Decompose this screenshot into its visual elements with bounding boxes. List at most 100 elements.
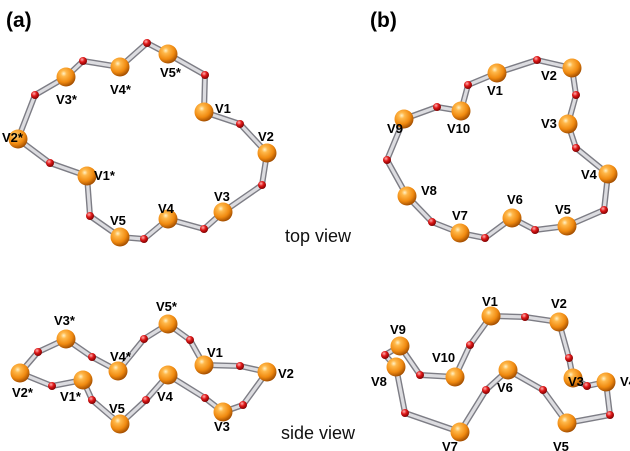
b-top-vanadium-atom-v3 bbox=[558, 114, 578, 134]
a-top-vanadium-atom-v4s bbox=[110, 57, 130, 77]
b-top-vanadium-atom-v1 bbox=[487, 63, 507, 83]
b-side-vanadium-atom-v4 bbox=[596, 372, 616, 392]
a-top-label-v4: V4 bbox=[158, 201, 175, 216]
b-top-label-v1: V1 bbox=[487, 83, 503, 98]
b-side-vanadium-atom-v8 bbox=[386, 357, 406, 377]
b-top-label-v7: V7 bbox=[452, 208, 468, 223]
a-top-vanadium-atom-v5s bbox=[158, 44, 178, 64]
a-top-label-v4s: V4* bbox=[110, 82, 132, 97]
b-side-vanadium-atom-v1 bbox=[481, 306, 501, 326]
b-side-oxygen-atom-16 bbox=[381, 351, 389, 359]
b-top-label-v3: V3 bbox=[541, 116, 557, 131]
a-side-oxygen-atom-8 bbox=[142, 396, 150, 404]
b-side-label-v6: V6 bbox=[497, 380, 513, 395]
a-top-label-v1: V1 bbox=[215, 101, 231, 116]
b-side-label-v7: V7 bbox=[442, 439, 458, 451]
b-side-vanadium-atom-v9 bbox=[390, 336, 410, 356]
b-top-label-v9: V9 bbox=[387, 121, 403, 136]
a-side-vanadium-atom-v3s bbox=[56, 329, 76, 349]
a-top-vanadium-atom-v2 bbox=[257, 143, 277, 163]
a-side-oxygen-atom-20 bbox=[186, 336, 194, 344]
a-top-label-v3: V3 bbox=[214, 189, 230, 204]
a-top-oxygen-atom-10 bbox=[86, 212, 94, 220]
a-side-label-v1: V1 bbox=[207, 345, 223, 360]
b-side-label-v8: V8 bbox=[371, 374, 387, 389]
b-top-vanadium-atom-v9 bbox=[394, 109, 414, 129]
b-top-oxygen-atom-6 bbox=[572, 144, 580, 152]
a-top-vanadium-atom-v1 bbox=[194, 102, 214, 122]
a-top-oxygen-atom-8 bbox=[140, 235, 148, 243]
a-side-label-v4: V4 bbox=[157, 389, 174, 404]
atoms-layer bbox=[8, 39, 618, 442]
b-side-vanadium-atom-v10 bbox=[445, 367, 465, 387]
b-top-oxygen-atom-14 bbox=[428, 218, 436, 226]
a-top-vanadium-atom-v3s bbox=[56, 67, 76, 87]
a-side-oxygen-atom-16 bbox=[88, 353, 96, 361]
b-top-label-v5: V5 bbox=[555, 202, 571, 217]
a-top-vanadium-atom-v3 bbox=[213, 202, 233, 222]
a-side-vanadium-atom-v2s bbox=[10, 363, 30, 383]
a-top-label-v5: V5 bbox=[110, 213, 126, 228]
a-side-oxygen-atom-6 bbox=[201, 394, 209, 402]
a-side-oxygen-atom-4 bbox=[239, 401, 247, 409]
b-side-oxygen-atom-12 bbox=[482, 386, 490, 394]
b-side-oxygen-atom-14 bbox=[401, 409, 409, 417]
b-top-oxygen-atom-10 bbox=[531, 226, 539, 234]
a-top-vanadium-atom-v4 bbox=[158, 209, 178, 229]
b-side-oxygen-atom-10 bbox=[539, 386, 547, 394]
a-side-label-v3: V3 bbox=[214, 419, 230, 434]
b-side-vanadium-atom-v6 bbox=[498, 360, 518, 380]
b-top-oxygen-atom-4 bbox=[572, 91, 580, 99]
b-side-oxygen-atom-6 bbox=[583, 382, 591, 390]
a-top-oxygen-atom-16 bbox=[79, 57, 87, 65]
b-side-label-v4: V4 bbox=[620, 374, 630, 389]
a-top-oxygen-atom-18 bbox=[143, 39, 151, 47]
b-top-oxygen-atom-20 bbox=[464, 81, 472, 89]
b-side-label-v1: V1 bbox=[482, 294, 498, 309]
side-view-caption: side view bbox=[281, 423, 356, 443]
a-side-label-v4s: V4* bbox=[110, 349, 132, 364]
b-top-label-v6: V6 bbox=[507, 192, 523, 207]
b-side-oxygen-atom-4 bbox=[565, 354, 573, 362]
b-side-bond-13 bbox=[402, 410, 463, 435]
a-side-vanadium-atom-v3 bbox=[213, 402, 233, 422]
a-top-oxygen-atom-14 bbox=[31, 91, 39, 99]
b-top-oxygen-atom-16 bbox=[383, 156, 391, 164]
b-side-oxygen-atom-2 bbox=[521, 313, 529, 321]
a-side-label-v3s: V3* bbox=[54, 313, 76, 328]
a-top-label-v2s: V2* bbox=[2, 130, 24, 145]
panel-label-a: (a) bbox=[6, 9, 32, 32]
b-side-label-v5: V5 bbox=[553, 439, 569, 451]
panel-label-b: (b) bbox=[370, 9, 397, 32]
b-top-label-v2: V2 bbox=[541, 68, 557, 83]
a-top-label-v2: V2 bbox=[258, 129, 274, 144]
b-side-vanadium-atom-v2 bbox=[549, 312, 569, 332]
b-top-oxygen-atom-18 bbox=[433, 103, 441, 111]
a-top-label-v5s: V5* bbox=[160, 65, 182, 80]
a-side-oxygen-atom-2 bbox=[236, 362, 244, 370]
a-side-vanadium-atom-v4 bbox=[158, 365, 178, 385]
a-top-oxygen-atom-12 bbox=[46, 159, 54, 167]
b-side-oxygen-atom-8 bbox=[606, 411, 614, 419]
a-side-oxygen-atom-14 bbox=[34, 348, 42, 356]
a-side-oxygen-atom-10 bbox=[88, 396, 96, 404]
b-top-vanadium-atom-v2 bbox=[562, 58, 582, 78]
a-top-vanadium-atom-v1s bbox=[77, 166, 97, 186]
b-top-vanadium-atom-v6 bbox=[502, 208, 522, 228]
b-top-label-v8: V8 bbox=[421, 183, 437, 198]
a-side-oxygen-atom-12 bbox=[48, 382, 56, 390]
b-side-oxygen-atom-20 bbox=[466, 341, 474, 349]
b-side-label-v9: V9 bbox=[390, 322, 406, 337]
b-top-vanadium-atom-v4 bbox=[598, 164, 618, 184]
a-side-vanadium-atom-v2 bbox=[257, 362, 277, 382]
b-top-label-v4: V4 bbox=[581, 167, 598, 182]
a-top-oxygen-atom-20 bbox=[201, 71, 209, 79]
b-top-vanadium-atom-v8 bbox=[397, 186, 417, 206]
b-top-oxygen-atom-2 bbox=[533, 56, 541, 64]
a-top-vanadium-atom-v2s bbox=[8, 129, 28, 149]
a-top-oxygen-atom-4 bbox=[258, 181, 266, 189]
a-side-vanadium-atom-v5 bbox=[110, 414, 130, 434]
a-side-label-v5s: V5* bbox=[156, 299, 178, 314]
a-side-vanadium-atom-v1 bbox=[194, 355, 214, 375]
